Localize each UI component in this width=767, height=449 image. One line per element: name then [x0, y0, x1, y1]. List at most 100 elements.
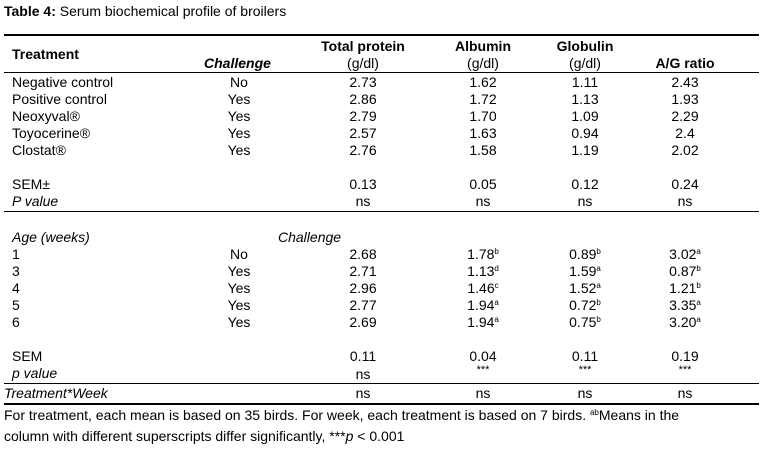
age-sem-tp: 0.11 [349, 348, 377, 364]
treatment-tp: 2.73 [349, 74, 377, 90]
interaction-rule [4, 383, 759, 384]
age-glob: 0.75b [569, 314, 601, 330]
sem-alb: 0.05 [469, 176, 497, 192]
treatment-name: Toyocerine® [12, 125, 91, 141]
age-challenge: Yes [227, 314, 251, 330]
footnote-line-2: column with different superscripts diffe… [4, 428, 405, 444]
age-header: Age (weeks) [12, 229, 90, 245]
header-albumin: Albumin [455, 38, 511, 54]
header-total-protein-unit: (g/dl) [347, 55, 379, 71]
age-alb: 1.13d [467, 263, 499, 279]
age-ag: 3.02a [669, 246, 701, 262]
interaction-alb: ns [475, 385, 491, 401]
header-challenge: Challenge [204, 55, 271, 71]
treatment-name: Clostat® [12, 142, 66, 158]
treatment-ag: 2.29 [671, 108, 699, 124]
p-alb: ns [475, 193, 491, 209]
header-globulin: Globulin [556, 38, 614, 54]
age-tp: 2.77 [349, 297, 377, 313]
age-challenge: Yes [227, 297, 251, 313]
age-sem-label: SEM [12, 348, 43, 364]
age-value: 1 [12, 246, 20, 262]
age-sem-ag: 0.19 [671, 348, 699, 364]
treatment-tp: 2.86 [349, 91, 377, 107]
bottom-rule [4, 403, 759, 405]
treatment-glob: 1.13 [571, 91, 599, 107]
treatment-challenge: Yes [227, 108, 251, 124]
age-tp: 2.71 [349, 263, 377, 279]
p-glob: ns [577, 193, 593, 209]
table-label: Table 4: [4, 3, 56, 19]
age-value: 3 [12, 263, 20, 279]
age-alb: 1.78b [467, 246, 499, 262]
section-rule [4, 211, 759, 212]
table-title: Serum biochemical profile of broilers [59, 3, 287, 19]
age-p-alb: *** [476, 364, 490, 376]
sem-label: SEM± [12, 176, 51, 192]
age-glob: 1.59a [569, 263, 601, 279]
treatment-alb: 1.62 [469, 74, 497, 90]
interaction-label: Treatment*Week [4, 385, 108, 401]
treatment-challenge: Yes [227, 91, 251, 107]
treatment-name: Neoxyval® [12, 108, 80, 124]
interaction-ag: ns [677, 385, 693, 401]
header-globulin-unit: (g/dl) [569, 55, 601, 71]
age-ag: 1.21b [669, 280, 701, 296]
treatment-glob: 1.09 [571, 108, 599, 124]
treatment-name: Negative control [12, 74, 114, 90]
p-label: P value [12, 193, 59, 209]
age-tp: 2.69 [349, 314, 377, 330]
age-glob: 0.89b [569, 246, 601, 262]
treatment-glob: 0.94 [571, 125, 599, 141]
treatment-ag: 1.93 [671, 91, 699, 107]
age-value: 4 [12, 280, 20, 296]
age-glob: 1.52a [569, 280, 601, 296]
header-albumin-unit: (g/dl) [467, 55, 499, 71]
age-challenge: Yes [227, 280, 251, 296]
age-tp: 2.68 [349, 246, 377, 262]
treatment-ag: 2.4 [675, 125, 695, 141]
p-tp: ns [355, 193, 371, 209]
treatment-alb: 1.72 [469, 91, 497, 107]
age-tp: 2.96 [349, 280, 377, 296]
treatment-name: Positive control [12, 91, 107, 107]
age-value: 5 [12, 297, 20, 313]
table-caption: Table 4: Serum biochemical profile of br… [4, 3, 286, 19]
header-treatment: Treatment [12, 46, 79, 62]
age-p-tp: ns [355, 366, 371, 382]
age-sem-glob: 0.11 [571, 348, 599, 364]
age-challenge: No [230, 246, 248, 262]
age-ag: 0.87b [669, 263, 701, 279]
header-ag-ratio: A/G ratio [655, 55, 715, 71]
treatment-ag: 2.43 [671, 74, 699, 90]
age-glob: 0.72b [569, 297, 601, 313]
treatment-tp: 2.76 [349, 142, 377, 158]
age-sem-alb: 0.04 [469, 348, 497, 364]
treatment-ag: 2.02 [671, 142, 699, 158]
p-ag: ns [677, 193, 693, 209]
interaction-glob: ns [577, 385, 593, 401]
sem-tp: 0.13 [349, 176, 377, 192]
treatment-tp: 2.57 [349, 125, 377, 141]
footnote-line-1: For treatment, each mean is based on 35 … [4, 407, 680, 423]
header-total-protein: Total protein [321, 38, 405, 54]
header-rule [4, 72, 759, 73]
treatment-glob: 1.11 [571, 74, 599, 90]
treatment-alb: 1.58 [469, 142, 497, 158]
treatment-challenge: No [230, 74, 248, 90]
top-rule [4, 34, 759, 36]
interaction-tp: ns [355, 385, 371, 401]
treatment-alb: 1.63 [469, 125, 497, 141]
age-alb: 1.94a [467, 314, 499, 330]
sem-ag: 0.24 [671, 176, 699, 192]
age-challenge: Yes [227, 263, 251, 279]
age-ag: 3.35a [669, 297, 701, 313]
age-p-label: p value [12, 365, 58, 381]
treatment-glob: 1.19 [571, 142, 599, 158]
age-challenge-header: Challenge [278, 229, 342, 245]
sem-glob: 0.12 [571, 176, 599, 192]
table-footnote: For treatment, each mean is based on 35 … [4, 405, 762, 447]
treatment-alb: 1.70 [469, 108, 497, 124]
age-p-ag: *** [678, 364, 692, 376]
age-value: 6 [12, 314, 20, 330]
